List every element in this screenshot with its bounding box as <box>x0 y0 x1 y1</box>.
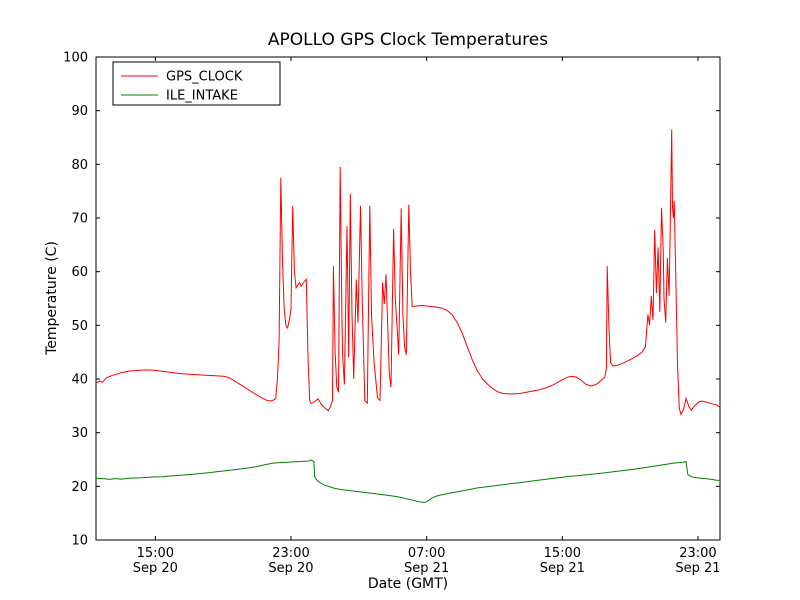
y-tick-label: 10 <box>71 534 88 549</box>
x-tick-time-label: 07:00 <box>408 546 445 561</box>
x-tick-date-label: Sep 21 <box>404 561 449 576</box>
y-tick-label: 80 <box>71 158 88 173</box>
x-tick-time-label: 23:00 <box>272 546 309 561</box>
x-tick-date-label: Sep 20 <box>268 561 313 576</box>
y-tick-label: 100 <box>63 51 88 66</box>
x-axis-label: Date (GMT) <box>367 576 449 592</box>
y-tick-label: 90 <box>71 104 88 119</box>
y-tick-label: 70 <box>71 212 88 227</box>
y-tick-label: 60 <box>71 265 88 280</box>
y-tick-label: 40 <box>71 373 88 388</box>
x-tick-date-label: Sep 21 <box>675 561 720 576</box>
x-tick-time-label: 15:00 <box>544 546 581 561</box>
chart-title: APOLLO GPS Clock Temperatures <box>267 30 549 50</box>
x-tick-time-label: 23:00 <box>679 546 716 561</box>
x-tick-date-label: Sep 21 <box>540 561 585 576</box>
x-tick-time-label: 15:00 <box>137 546 174 561</box>
series-line-GPS_CLOCK <box>95 129 721 416</box>
legend-label-ILE_INTAKE: ILE_INTAKE <box>166 89 238 104</box>
x-tick-date-label: Sep 20 <box>133 561 178 576</box>
legend-label-GPS_CLOCK: GPS_CLOCK <box>166 70 243 85</box>
series-line-ILE_INTAKE <box>95 459 721 503</box>
y-tick-label: 20 <box>71 480 88 495</box>
axes-frame <box>95 56 721 541</box>
legend-box <box>112 61 281 106</box>
y-tick-label: 50 <box>71 319 88 334</box>
y-tick-label: 30 <box>71 426 88 441</box>
